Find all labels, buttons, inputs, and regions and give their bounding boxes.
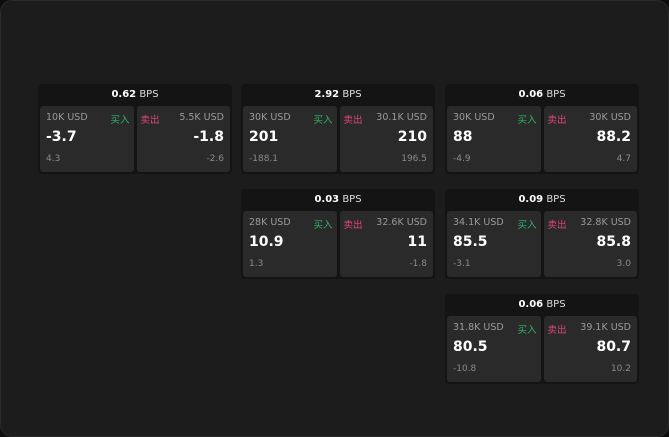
ask-price: 11 [407,234,427,250]
quote-card: 2.92 BPS 30K USD 买入 201 -188.1 卖出 30.1K … [241,84,435,174]
ask-change: -1.8 [409,259,427,269]
quote-card: 0.09 BPS 34.1K USD 买入 85.5 -3.1 卖出 32.8K… [445,189,639,279]
bid-quantity: 10K USD [46,112,88,123]
ask-quantity: 30.1K USD [376,112,427,123]
bid-price: 201 [249,129,279,145]
bid-price: -3.7 [46,129,77,145]
sell-label: 卖出 [547,220,567,231]
spread-unit: BPS [546,89,566,100]
spread-header: 0.06 BPS [445,294,639,316]
buy-label: 买入 [517,325,537,336]
sell-cell[interactable]: 卖出 32.6K USD 11 -1.8 [339,211,433,277]
sell-cell[interactable]: 卖出 32.8K USD 85.8 3.0 [543,211,637,277]
ask-change: 196.5 [401,154,427,164]
ask-quantity: 39.1K USD [580,322,631,333]
ask-change: -2.6 [206,154,224,164]
ask-quantity: 32.6K USD [376,217,427,228]
spread-header: 0.62 BPS [38,84,232,106]
sell-label: 卖出 [343,115,363,126]
buy-label: 买入 [313,220,333,231]
spread-unit: BPS [139,89,159,100]
bid-quantity: 30K USD [453,112,495,123]
quote-card: 0.06 BPS 30K USD 买入 88 -4.9 卖出 30K USD 8… [445,84,639,174]
spread-value: 0.03 [314,194,340,205]
spread-value: 0.62 [111,89,137,100]
spread-header: 0.03 BPS [241,189,435,211]
buy-cell[interactable]: 31.8K USD 买入 80.5 -10.8 [447,316,541,382]
sell-cell[interactable]: 卖出 5.5K USD -1.8 -2.6 [136,106,230,172]
ask-price: 88.2 [596,129,631,145]
bid-quantity: 34.1K USD [453,217,504,228]
bid-quantity: 31.8K USD [453,322,504,333]
ask-price: 80.7 [596,339,631,355]
spread-header: 0.09 BPS [445,189,639,211]
ask-quantity: 5.5K USD [179,112,224,123]
bid-change: -188.1 [249,154,279,164]
spread-value: 2.92 [314,89,340,100]
spread-unit: BPS [342,194,362,205]
ask-change: 3.0 [616,259,631,269]
spread-unit: BPS [546,299,566,310]
bid-price: 88 [453,129,473,145]
ask-price: 210 [397,129,427,145]
bid-quantity: 30K USD [249,112,291,123]
buy-cell[interactable]: 34.1K USD 买入 85.5 -3.1 [447,211,541,277]
spread-value: 0.06 [518,299,544,310]
quote-card: 0.06 BPS 31.8K USD 买入 80.5 -10.8 卖出 39.1… [445,294,639,384]
ask-price: -1.8 [193,129,224,145]
bid-change: 4.3 [46,154,61,164]
bid-price: 10.9 [249,234,284,250]
sell-label: 卖出 [343,220,363,231]
buy-cell[interactable]: 10K USD 买入 -3.7 4.3 [40,106,134,172]
quote-card: 0.03 BPS 28K USD 买入 10.9 1.3 卖出 32.6K US… [241,189,435,279]
spread-unit: BPS [342,89,362,100]
spread-value: 0.06 [518,89,544,100]
spread-header: 0.06 BPS [445,84,639,106]
ask-change: 10.2 [610,364,631,374]
sell-cell[interactable]: 卖出 30K USD 88.2 4.7 [543,106,637,172]
spread-unit: BPS [546,194,566,205]
ask-quantity: 30K USD [589,112,631,123]
buy-cell[interactable]: 30K USD 买入 88 -4.9 [447,106,541,172]
sell-cell[interactable]: 卖出 30.1K USD 210 196.5 [339,106,433,172]
bid-price: 85.5 [453,234,488,250]
sell-label: 卖出 [547,325,567,336]
bid-change: -4.9 [453,154,471,164]
ask-change: 4.7 [616,154,631,164]
buy-cell[interactable]: 30K USD 买入 201 -188.1 [243,106,337,172]
ask-price: 85.8 [596,234,631,250]
buy-label: 买入 [110,115,130,126]
bid-change: -3.1 [453,259,471,269]
spread-header: 2.92 BPS [241,84,435,106]
bid-change: -10.8 [453,364,477,374]
buy-label: 买入 [517,220,537,231]
quote-card: 0.62 BPS 10K USD 买入 -3.7 4.3 卖出 5.5K USD… [38,84,232,174]
bid-quantity: 28K USD [249,217,291,228]
sell-label: 卖出 [547,115,567,126]
sell-label: 卖出 [140,115,160,126]
bid-change: 1.3 [249,259,264,269]
buy-label: 买入 [517,115,537,126]
spread-value: 0.09 [518,194,544,205]
buy-label: 买入 [313,115,333,126]
ask-quantity: 32.8K USD [580,217,631,228]
sell-cell[interactable]: 卖出 39.1K USD 80.7 10.2 [543,316,637,382]
bid-price: 80.5 [453,339,488,355]
buy-cell[interactable]: 28K USD 买入 10.9 1.3 [243,211,337,277]
